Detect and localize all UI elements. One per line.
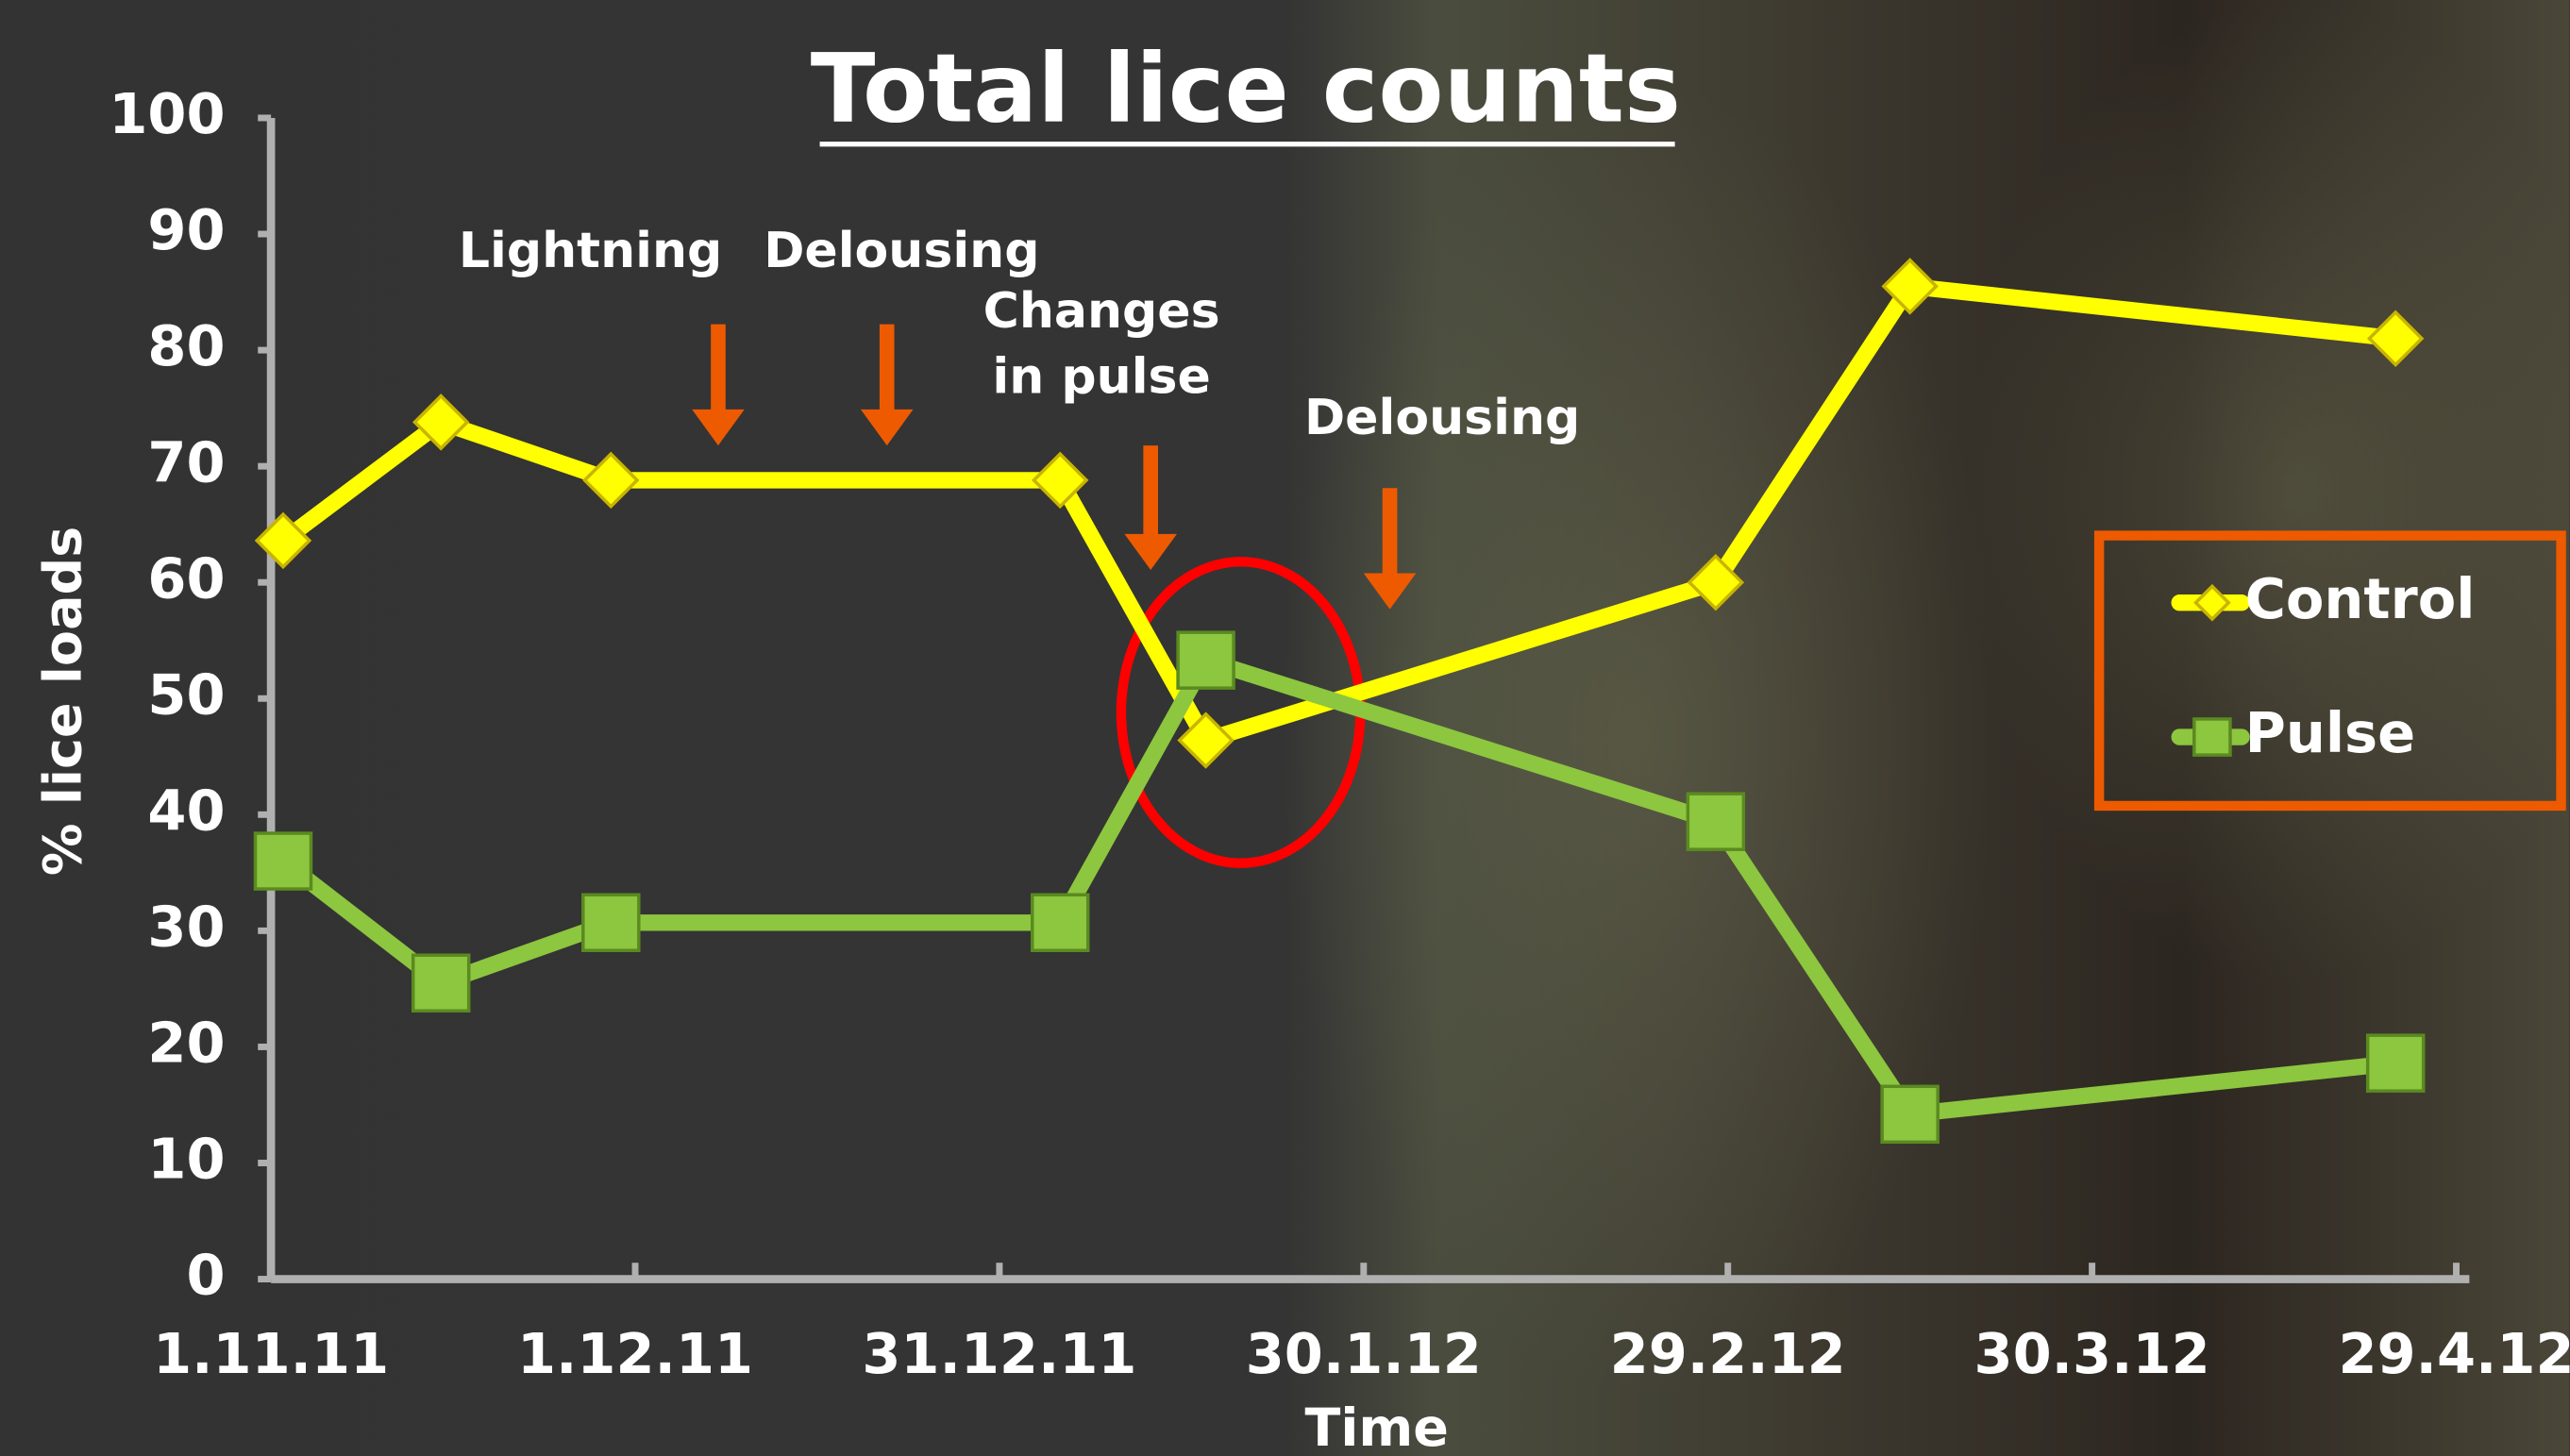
x-axis-label: Time: [1304, 1397, 1448, 1456]
y-axis-label: % lice loads: [32, 527, 93, 876]
data-point: [255, 833, 311, 889]
x-tick-label: 29.4.12: [2338, 1321, 2570, 1386]
legend-label: Control: [2245, 566, 2476, 631]
y-tick-label: 90: [147, 197, 225, 262]
annotation: in pulse: [992, 349, 1210, 406]
y-tick-label: 0: [186, 1243, 225, 1308]
y-tick-label: 20: [147, 1011, 225, 1076]
y-tick-label: 80: [147, 313, 225, 378]
y-tick-label: 100: [109, 81, 225, 146]
data-point: [1033, 895, 1088, 950]
y-tick-label: 10: [147, 1127, 225, 1192]
annotation: Changes: [983, 283, 1220, 340]
data-point: [413, 955, 469, 1011]
data-point: [2368, 1035, 2424, 1091]
data-point: [583, 895, 639, 950]
y-tick-label: 50: [147, 661, 225, 727]
y-tick-label: 70: [147, 429, 225, 494]
x-tick-label: 1.11.11: [153, 1321, 389, 1386]
data-point: [1178, 632, 1234, 688]
x-tick-label: 30.1.12: [1246, 1321, 1482, 1386]
y-tick-label: 60: [147, 545, 225, 611]
chart-title: Total lice counts: [811, 33, 1681, 143]
x-tick-label: 30.3.12: [1974, 1321, 2210, 1386]
x-tick-label: 1.12.11: [517, 1321, 753, 1386]
y-tick-label: 30: [147, 894, 225, 959]
page: {"chart_data": { "type": "line", "title"…: [0, 0, 2570, 1456]
data-point: [1882, 1086, 1938, 1142]
y-tick-label: 40: [147, 778, 225, 843]
x-tick-label: 31.12.11: [862, 1321, 1136, 1386]
x-tick-label: 29.2.12: [1610, 1321, 1846, 1386]
data-point: [1688, 794, 1743, 849]
legend-label: Pulse: [2245, 700, 2416, 765]
annotation: Delousing: [1304, 390, 1580, 446]
annotation: Delousing: [764, 223, 1039, 279]
legend-marker: [2194, 719, 2230, 755]
chart: Total lice counts % lice loads Time 0 10 2…: [0, 0, 2570, 1456]
annotation: Lightning: [459, 223, 722, 279]
